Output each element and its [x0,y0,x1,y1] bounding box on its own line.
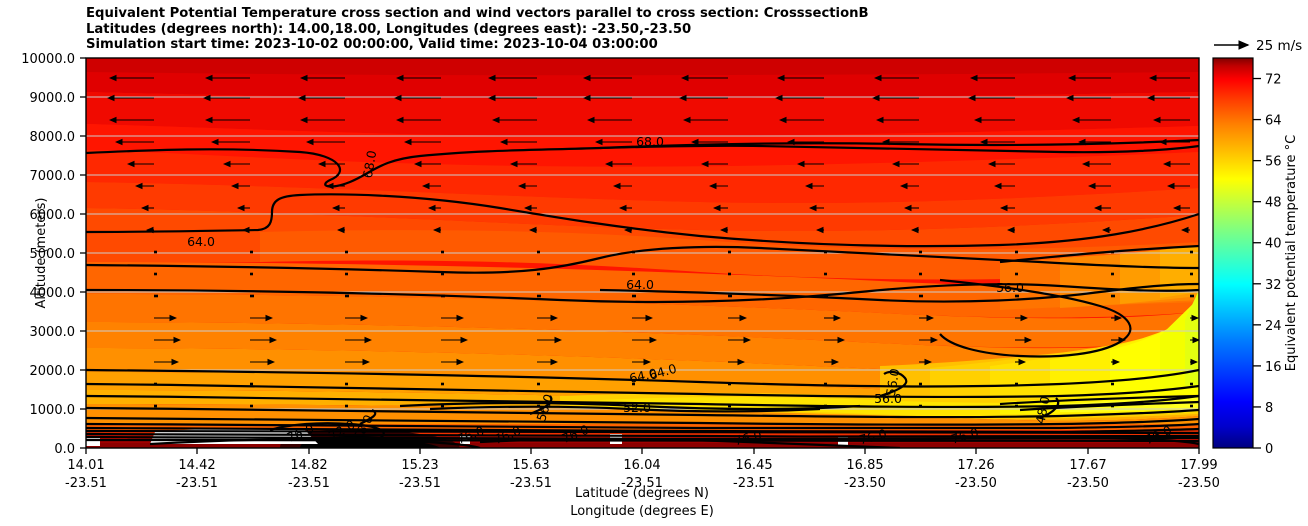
y-tick-label: 5000.0 [30,247,76,262]
colorbar-tick-label: 56 [1265,155,1282,170]
x-tick-label-longitude: -23.50 [955,476,997,491]
colorbar: 0 8 16 24 32 40 48 56 64 72 Equivalent potential … [1212,57,1299,457]
x-tick-label-longitude: -23.50 [1178,476,1220,491]
contour-label: 68.0 [636,134,664,149]
y-axis [80,57,86,449]
contour-label: 64.0 [647,361,678,383]
contour-label: 68.0 [360,149,380,179]
contour-label: 56.0 [996,280,1024,295]
x-tick-label-longitude: -23.50 [844,476,886,491]
contour-lines [86,138,1199,448]
y-tick-label: 2000.0 [30,364,76,379]
x-tick-labels: 14.01 -23.51 14.42 -23.51 14.82 -23.51 15.23 -2… [65,458,1220,491]
contour-label: 52.0 [623,400,651,415]
x-tick-label-longitude: -23.51 [65,476,107,491]
x-tick-label-longitude: -23.51 [288,476,330,491]
x-tick-label-latitude: 15.23 [401,458,438,473]
y-axis-title: Altitude (meters) [34,198,49,309]
x-tick-label-latitude: 16.04 [623,458,660,473]
colorbar-tick-label: 16 [1265,360,1282,375]
contour-label: 64.0 [628,365,658,385]
wind-reference-key: 25 m/s [1214,38,1302,54]
y-tick-label: 8000.0 [30,130,76,145]
wind-vectors-surface [154,382,1193,408]
x-tick-label-latitude: 14.01 [67,458,104,473]
x-axis [85,448,1200,454]
colorbar-tick-label: 32 [1265,278,1282,293]
contour-label: 56.0 [883,367,903,397]
figure-title-block: Equivalent Potential Temperature cross s… [86,6,1206,53]
colorbar-label: Equivalent potential temperature °C [1284,135,1299,371]
contour-label: 76.0 [733,427,764,448]
y-tick-label: 10000.0 [21,52,75,67]
wind-vectors-eastward [154,314,1199,366]
contour-label: 76.0 [949,425,980,447]
wind-vectors-weak [154,250,1194,298]
x-tick-label-latitude: 16.45 [735,458,772,473]
y-tick-label: 0.0 [54,442,75,457]
colorbar-tick-label: 0 [1265,442,1273,457]
colorbar-tick-label: 24 [1265,319,1282,334]
contour-label: 56.0 [874,391,902,406]
y-tick-label: 7000.0 [30,169,76,184]
x-tick-label-longitude: -23.51 [733,476,775,491]
x-tick-label-latitude: 15.63 [512,458,549,473]
y-tick-labels: 10000.0 9000.0 8000.0 7000.0 6000.0 5000.0 400… [21,52,75,457]
colorbar-tick-label: 64 [1265,114,1282,129]
y-tick-label: 4000.0 [30,286,76,301]
colorbar-tick-label: 40 [1265,237,1282,252]
reference-vector-label: 25 m/s [1256,38,1302,54]
x-tick-label-longitude: -23.51 [621,476,663,491]
contour-label: 64.0 [626,277,654,292]
x-tick-label-latitude: 14.42 [178,458,215,473]
x-tick-label-latitude: 17.67 [1069,458,1106,473]
x-tick-label-latitude: 17.26 [957,458,994,473]
x-axis-title-lon: Longitude (degrees E) [570,504,714,519]
x-tick-label-longitude: -23.51 [399,476,441,491]
wind-vector-field [106,74,1199,408]
x-tick-label-latitude: 14.82 [290,458,327,473]
colorbar-tick-label: 48 [1265,196,1282,211]
y-tick-label: 3000.0 [30,325,76,340]
colorbar-tick-label: 8 [1265,401,1273,416]
y-tick-label: 6000.0 [30,208,76,223]
wind-vectors-westward [106,74,1190,234]
x-tick-label-longitude: -23.51 [176,476,218,491]
y-tick-label: 9000.0 [30,91,76,106]
title-line-2: Latitudes (degrees north): 14.00,18.00, … [86,21,692,37]
colorbar-tick-label: 72 [1265,73,1282,88]
y-tick-label: 1000.0 [30,403,76,418]
x-tick-label-latitude: 16.85 [846,458,883,473]
contour-label: 76.0 [858,426,889,447]
contour-label: 48.0 [1032,395,1052,425]
contour-label: 64.0 [187,234,215,249]
x-tick-label-latitude: 17.99 [1180,458,1217,473]
x-tick-label-longitude: -23.51 [510,476,552,491]
title-line-1: Equivalent Potential Temperature cross s… [86,6,869,21]
x-axis-title-lat: Latitude (degrees N) [575,486,709,501]
title-line-3: Simulation start time: 2023-10-02 00:00:… [86,37,658,53]
x-tick-label-longitude: -23.50 [1067,476,1109,491]
